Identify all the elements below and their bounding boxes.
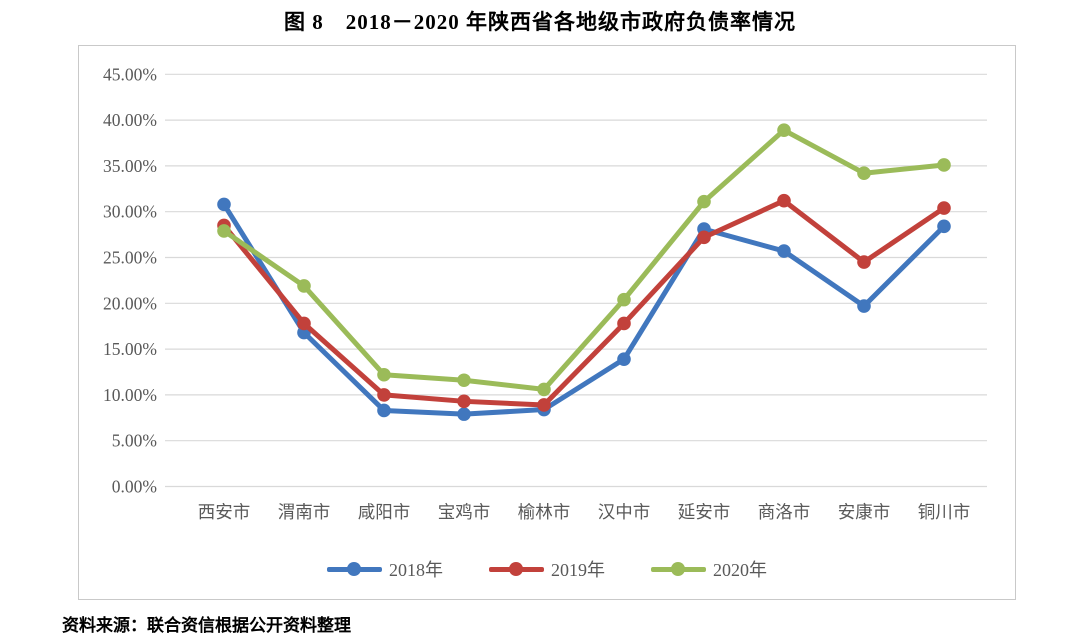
data-point bbox=[937, 201, 951, 215]
legend-label: 2020年 bbox=[713, 560, 767, 580]
legend-dot-icon bbox=[509, 562, 523, 576]
legend-dot-icon bbox=[671, 562, 685, 576]
data-point bbox=[697, 230, 711, 245]
legend-item-2019: 2019年 bbox=[489, 556, 605, 582]
x-tick-label: 安康市 bbox=[838, 502, 891, 522]
x-tick-label: 汉中市 bbox=[598, 502, 651, 522]
data-point bbox=[777, 244, 791, 258]
x-tick-label: 延安市 bbox=[678, 502, 731, 522]
data-point bbox=[217, 197, 231, 212]
x-tick-label: 咸阳市 bbox=[358, 502, 411, 522]
legend-label: 2018年 bbox=[389, 560, 443, 580]
x-tick-label: 渭南市 bbox=[278, 502, 331, 522]
data-point bbox=[457, 373, 471, 388]
chart-title: 图 8 2018－2020 年陕西省各地级市政府负债率情况 bbox=[284, 10, 796, 34]
data-point bbox=[377, 388, 391, 402]
x-axis-labels: 西安市 渭南市 咸阳市 宝鸡市 榆林市 汉中市 延安市 商洛市 安康市 铜川市 bbox=[198, 502, 971, 522]
y-tick-label: 20.00% bbox=[103, 293, 157, 313]
legend-item-2020: 2020年 bbox=[651, 556, 767, 582]
data-point bbox=[937, 219, 951, 234]
data-point bbox=[297, 316, 311, 331]
data-point bbox=[617, 316, 631, 331]
y-axis-labels: 0.00% 5.00% 10.00% 15.00% 20.00% 25.00% 30.00%… bbox=[103, 64, 157, 496]
data-point bbox=[537, 398, 551, 412]
source-note: 资料来源：联合资信根据公开资料整理 bbox=[62, 616, 351, 635]
data-point bbox=[777, 193, 791, 208]
data-point bbox=[857, 166, 871, 181]
data-point bbox=[457, 394, 471, 409]
data-point bbox=[857, 255, 871, 269]
chart-area: 0.00% 5.00% 10.00% 15.00% 20.00% 25.00% 30.00%… bbox=[78, 45, 1016, 600]
y-tick-label: 40.00% bbox=[103, 110, 157, 130]
legend-line-marker-icon bbox=[651, 562, 706, 576]
series-2018-line bbox=[221, 201, 947, 417]
x-tick-label: 西安市 bbox=[198, 502, 251, 522]
data-point bbox=[617, 352, 631, 366]
y-tick-label: 5.00% bbox=[112, 431, 157, 451]
legend-label: 2019年 bbox=[551, 560, 605, 580]
legend-line-marker-icon bbox=[489, 562, 544, 576]
x-tick-label: 商洛市 bbox=[758, 502, 811, 522]
data-point bbox=[697, 194, 711, 209]
series-2020-markers bbox=[217, 123, 951, 397]
series-2020-line bbox=[221, 127, 947, 392]
data-point bbox=[377, 367, 391, 382]
y-tick-label: 10.00% bbox=[103, 385, 157, 405]
data-point bbox=[857, 299, 871, 313]
series-2019-line bbox=[221, 198, 947, 408]
data-point bbox=[217, 224, 231, 238]
data-point bbox=[937, 158, 951, 172]
data-point bbox=[377, 403, 391, 418]
y-tick-label: 35.00% bbox=[103, 156, 157, 176]
x-tick-label: 铜川市 bbox=[918, 502, 971, 522]
data-point bbox=[457, 407, 471, 421]
x-tick-label: 榆林市 bbox=[518, 502, 571, 522]
gridlines bbox=[165, 73, 987, 488]
y-tick-label: 25.00% bbox=[103, 248, 157, 268]
data-point bbox=[297, 279, 311, 293]
data-point bbox=[617, 292, 631, 307]
y-tick-label: 15.00% bbox=[103, 339, 157, 359]
legend-dot-icon bbox=[347, 562, 361, 576]
legend-item-2018: 2018年 bbox=[327, 556, 443, 582]
line-chart-svg: 0.00% 5.00% 10.00% 15.00% 20.00% 25.00% 30.00%… bbox=[103, 64, 987, 522]
x-tick-label: 宝鸡市 bbox=[438, 502, 491, 522]
data-point bbox=[537, 382, 551, 397]
data-point bbox=[777, 123, 791, 137]
y-tick-label: 30.00% bbox=[103, 202, 157, 222]
legend-line-marker-icon bbox=[327, 562, 382, 576]
y-tick-label: 0.00% bbox=[112, 477, 157, 497]
y-tick-label: 45.00% bbox=[103, 64, 157, 84]
legend: 2018年 2019年 2020年 bbox=[79, 556, 1015, 582]
